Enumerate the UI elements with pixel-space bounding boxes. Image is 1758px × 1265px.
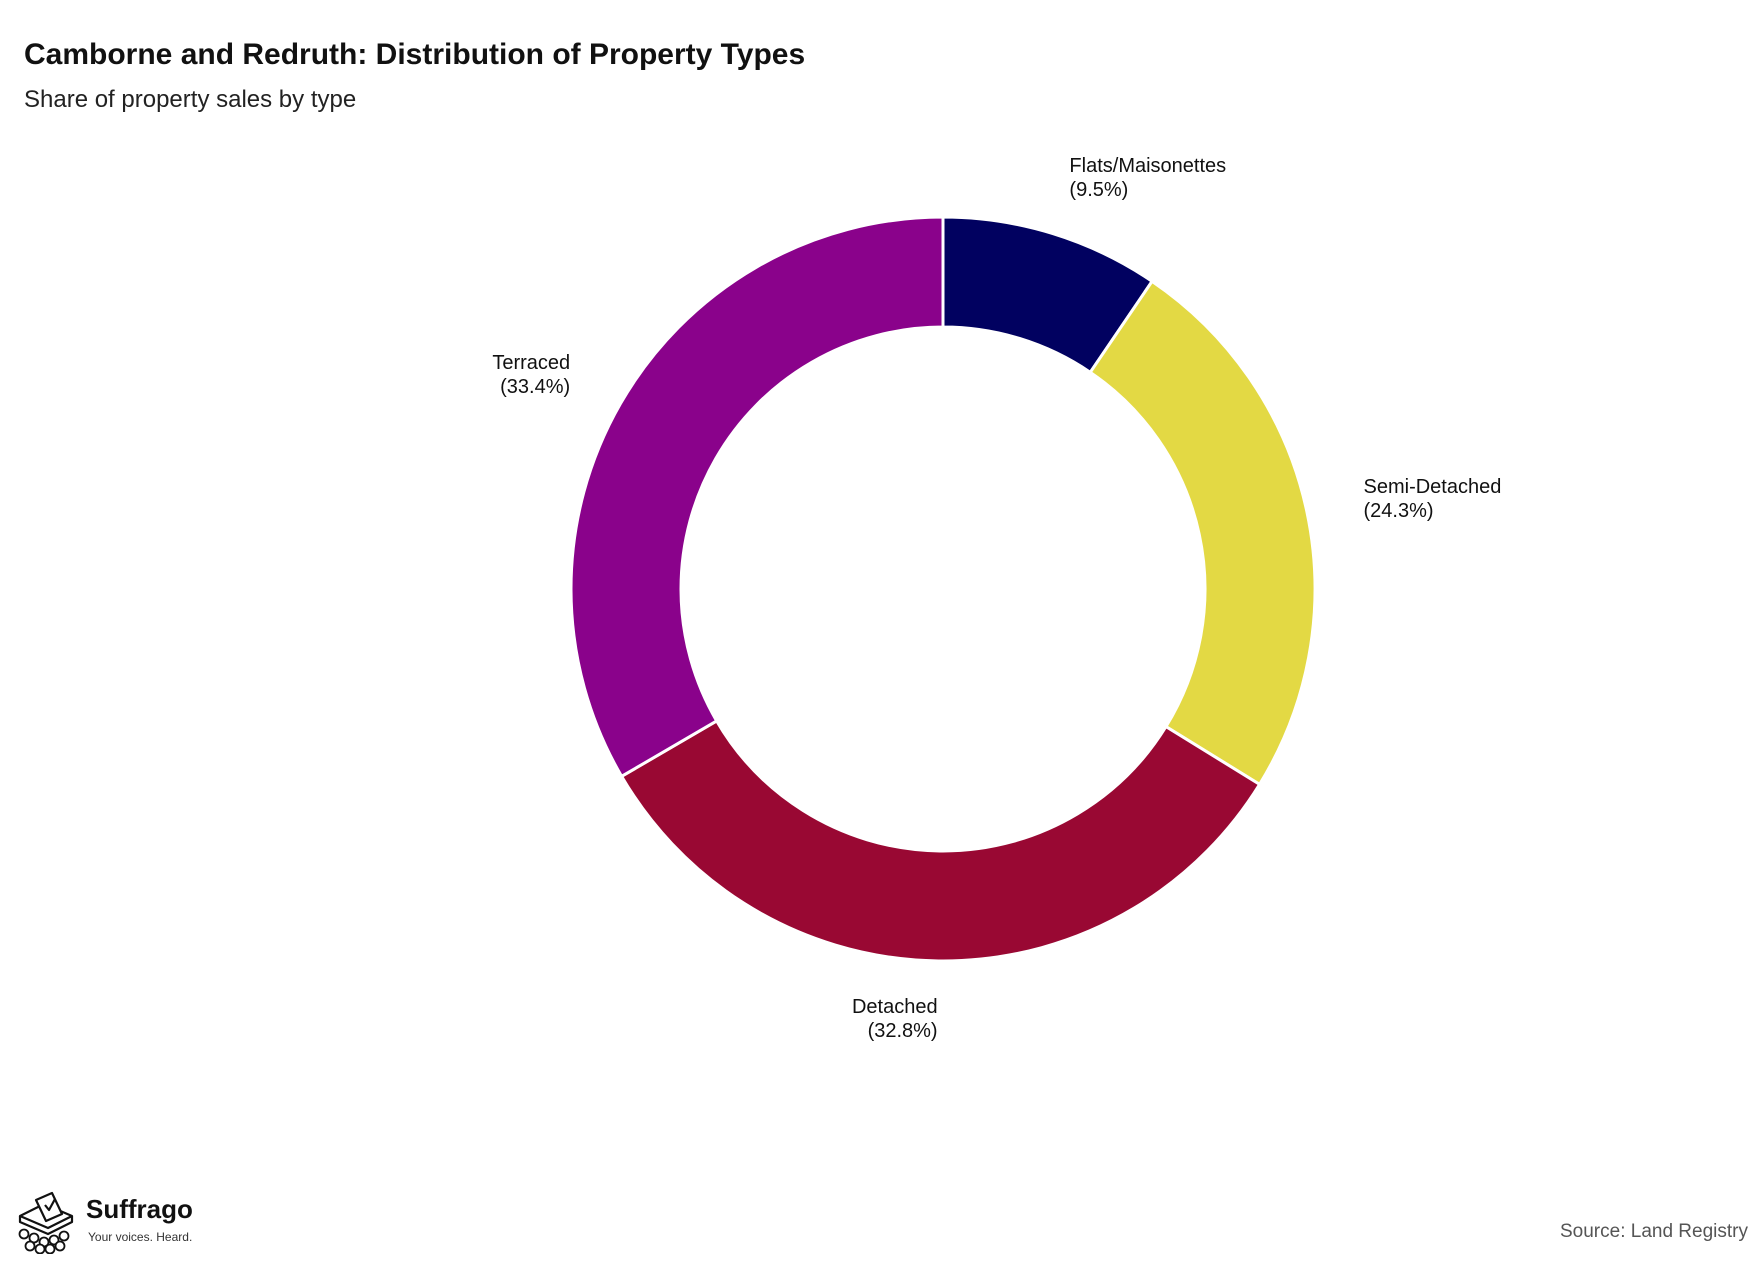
slice-label-percent: (32.8%) bbox=[868, 1020, 938, 1042]
slice-label-detached: Detached (32.8%) bbox=[852, 996, 938, 1042]
donut-slices bbox=[569, 215, 1317, 963]
chart-subtitle: Share of property sales by type bbox=[24, 86, 357, 113]
ballot-box-icon bbox=[18, 1191, 74, 1254]
slice-label-name: Semi-Detached bbox=[1364, 476, 1502, 498]
slice-label-semi-detached: Semi-Detached (24.3%) bbox=[1364, 476, 1502, 522]
slice-semi-detached bbox=[1088, 279, 1317, 787]
slice-label-name: Terraced bbox=[492, 352, 570, 374]
brand-tagline: Your voices. Heard. bbox=[88, 1230, 193, 1244]
slice-label-terraced: Terraced (33.4%) bbox=[492, 352, 570, 398]
slice-label-name: Detached bbox=[852, 996, 938, 1018]
source-note: Source: Land Registry bbox=[1560, 1221, 1748, 1242]
brand-logo: Suffrago Your voices. Heard. bbox=[14, 1190, 234, 1254]
slice-label-percent: (33.4%) bbox=[500, 376, 570, 398]
chart-title: Camborne and Redruth: Distribution of Pr… bbox=[24, 38, 806, 71]
slice-terraced bbox=[569, 215, 945, 779]
slice-detached bbox=[619, 718, 1262, 963]
brand-name: Suffrago bbox=[86, 1194, 193, 1224]
donut-labels: Flats/Maisonettes (9.5%) Semi-Detached (24.… bbox=[492, 155, 1501, 1042]
slice-label-percent: (24.3%) bbox=[1364, 500, 1434, 522]
slice-label-percent: (9.5%) bbox=[1069, 179, 1128, 201]
slice-label-name: Flats/Maisonettes bbox=[1069, 155, 1226, 177]
slice-label-flats-maisonettes: Flats/Maisonettes (9.5%) bbox=[1069, 155, 1226, 201]
